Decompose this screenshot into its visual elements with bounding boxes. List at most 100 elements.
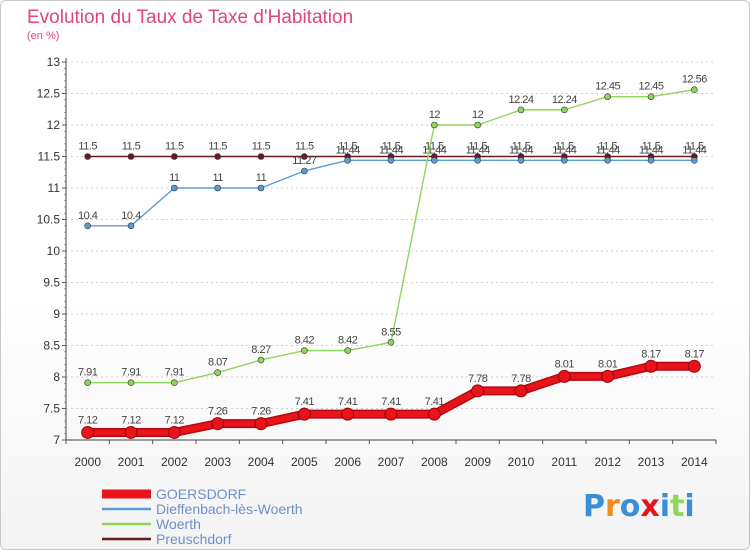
data-label-dieffenbach-l-s-woerth: 11.44 [336,144,361,156]
legend-label-goersdorf: GOERSDORF [156,486,246,502]
data-label-goersdorf: 8.17 [641,348,661,360]
data-point-woerth [387,339,395,346]
x-tick-label: 2008 [421,455,448,469]
data-point-goersdorf [601,369,615,383]
logo-letter: i [684,489,695,524]
data-point-goersdorf [297,407,311,421]
x-tick-label: 2002 [161,455,188,469]
data-point-woerth [127,379,135,386]
logo-letter: x [640,489,660,524]
data-label-dieffenbach-l-s-woerth: 11.44 [639,144,664,156]
data-label-goersdorf: 7.41 [381,396,401,408]
logo-letter: t [670,489,685,524]
x-tick-label: 2001 [118,455,145,469]
data-point-dieffenbach-l-s-woerth [84,222,91,230]
data-point-woerth [344,347,351,354]
series-line-woerth [87,89,695,384]
data-label-goersdorf: 7.41 [338,396,358,408]
data-label-goersdorf: 8.01 [555,358,575,370]
data-label-preuschdorf: 11.5 [598,141,617,153]
data-point-goersdorf [167,425,181,439]
data-label-preuschdorf: 11.5 [338,141,357,153]
data-label-goersdorf: 7.12 [121,414,141,426]
y-tick-label: 12.5 [37,87,61,101]
data-label-woerth: 12.45 [638,81,663,93]
data-point-dieffenbach-l-s-woerth [301,167,308,175]
data-point-preuschdorf [257,153,265,160]
data-point-dieffenbach-l-s-woerth [431,156,438,164]
data-point-dieffenbach-l-s-woerth [561,156,568,164]
data-label-woerth: 8.07 [208,357,228,369]
data-label-goersdorf: 8.01 [598,358,618,370]
data-point-dieffenbach-l-s-woerth [647,156,655,164]
logo-letter: P [583,489,605,524]
data-label-dieffenbach-l-s-woerth: 11.44 [466,144,491,156]
data-label-preuschdorf: 11.5 [122,141,141,153]
data-label-dieffenbach-l-s-woerth: 11 [169,172,180,184]
data-point-goersdorf [81,425,95,439]
data-label-preuschdorf: 11.5 [252,141,271,153]
y-tick-label: 9.5 [43,276,60,290]
data-label-goersdorf: 7.26 [251,406,271,418]
chart-title: Evolution du Taux de Taxe d'Habitation [27,7,354,28]
data-point-goersdorf [427,407,441,421]
data-point-woerth [431,121,438,129]
data-point-goersdorf [341,407,355,421]
data-label-woerth: 12 [472,109,484,121]
legend-label-dieffenbach-l-s-woerth: Dieffenbach-lès-Woerth [156,501,303,517]
data-point-preuschdorf [127,153,135,160]
x-tick-label: 2014 [681,455,708,469]
data-label-woerth: 7.91 [165,367,185,379]
data-label-goersdorf: 7.78 [468,373,488,385]
data-label-dieffenbach-l-s-woerth: 11 [212,172,223,184]
logo-letter: r [605,489,620,524]
y-tick-label: 10 [47,244,61,258]
data-point-dieffenbach-l-s-woerth [214,184,221,192]
data-point-woerth [84,379,91,386]
data-label-woerth: 8.42 [295,335,315,347]
logo-letter: o [619,489,641,524]
data-point-goersdorf [254,417,268,431]
data-label-woerth: 12.24 [552,94,577,106]
data-point-preuschdorf [171,153,178,160]
data-label-preuschdorf: 11.5 [208,141,227,153]
data-label-goersdorf: 7.41 [425,396,445,408]
data-point-preuschdorf [84,153,91,160]
y-tick-label: 8 [53,370,60,384]
data-point-dieffenbach-l-s-woerth [604,156,611,164]
data-point-woerth [561,106,568,114]
data-label-goersdorf: 7.12 [78,414,98,426]
data-label-preuschdorf: 11.5 [685,141,704,153]
x-tick-label: 2005 [291,455,318,469]
data-point-dieffenbach-l-s-woerth [171,184,178,192]
data-point-goersdorf [211,417,225,431]
data-point-goersdorf [514,384,528,398]
data-label-goersdorf: 7.12 [165,414,185,426]
data-label-preuschdorf: 11.5 [382,141,401,153]
legend-label-preuschdorf: Preuschdorf [156,531,232,547]
y-tick-label: 7.5 [43,402,60,416]
data-point-preuschdorf [301,153,308,160]
data-label-woerth: 12 [429,109,441,121]
data-label-goersdorf: 7.41 [295,396,315,408]
data-point-woerth [647,93,655,100]
data-point-woerth [517,106,525,114]
data-label-dieffenbach-l-s-woerth: 11.44 [509,144,534,156]
data-label-dieffenbach-l-s-woerth: 10.4 [78,210,98,222]
proxiti-logo: Proxiti [583,489,695,524]
data-point-dieffenbach-l-s-woerth [127,222,135,230]
data-label-dieffenbach-l-s-woerth: 11.44 [422,144,447,156]
legend-label-woerth: Woerth [156,516,201,532]
data-label-goersdorf: 7.78 [511,373,531,385]
y-tick-label: 11.5 [38,150,61,164]
x-tick-label: 2013 [638,455,665,469]
y-tick-label: 9 [53,307,60,321]
data-point-dieffenbach-l-s-woerth [691,156,698,164]
data-point-preuschdorf [214,153,221,160]
x-tick-label: 2012 [594,455,621,469]
data-point-woerth [171,379,178,386]
x-tick-label: 2006 [334,455,361,469]
data-point-goersdorf [384,407,398,421]
